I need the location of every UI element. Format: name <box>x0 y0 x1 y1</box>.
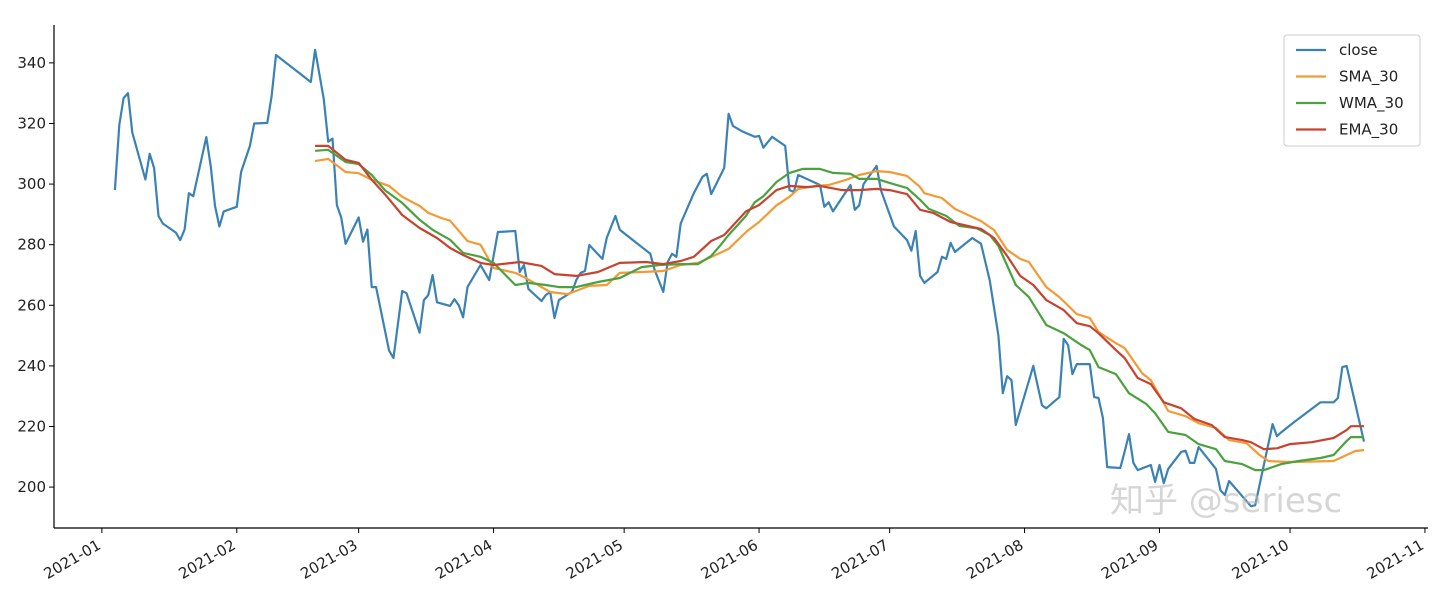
plot-lines <box>113 48 1366 508</box>
legend-label: close <box>1339 41 1378 59</box>
x-tick-label: 2021-04 <box>432 536 495 583</box>
y-tick-label: 200 <box>17 478 46 496</box>
x-tick-label: 2021-08 <box>963 536 1026 583</box>
y-tick-label: 340 <box>17 54 46 72</box>
y-axis-ticks: 200 220 240 260 280 300 320 340 <box>17 54 54 496</box>
x-tick-label: 2021-05 <box>563 536 626 583</box>
x-tick-label: 2021-02 <box>176 536 239 583</box>
x-tick-label: 2021-06 <box>698 536 761 583</box>
series-line-ema-30 <box>315 144 1364 451</box>
legend-frame <box>1283 34 1421 147</box>
x-axis-ticks: 2021-01 2021-02 2021-03 2021-04 2021-05 2021-… <box>41 528 1427 583</box>
legend: close SMA_30 WMA_30 EMA_30 <box>1283 34 1421 147</box>
x-tick-label: 2021-01 <box>41 536 104 583</box>
y-tick-label: 240 <box>17 357 46 375</box>
x-tick-label: 2021-07 <box>828 536 891 583</box>
legend-label: WMA_30 <box>1339 94 1404 113</box>
x-tick-label: 2021-09 <box>1098 536 1161 583</box>
y-tick-label: 220 <box>17 417 46 435</box>
x-tick-label: 2021-10 <box>1229 536 1292 583</box>
watermark: 知乎 @seriesc <box>1110 481 1342 521</box>
legend-label: EMA_30 <box>1339 121 1398 140</box>
x-tick-label: 2021-11 <box>1364 536 1427 583</box>
series-line-wma-30 <box>315 148 1364 472</box>
y-tick-label: 280 <box>17 236 46 254</box>
y-tick-label: 300 <box>17 175 46 193</box>
y-tick-label: 260 <box>17 296 46 314</box>
series-line-sma-30 <box>314 157 1365 463</box>
legend-label: SMA_30 <box>1339 68 1398 87</box>
x-tick-label: 2021-03 <box>297 536 360 583</box>
series-line-close <box>113 48 1366 508</box>
y-tick-label: 320 <box>17 114 46 132</box>
